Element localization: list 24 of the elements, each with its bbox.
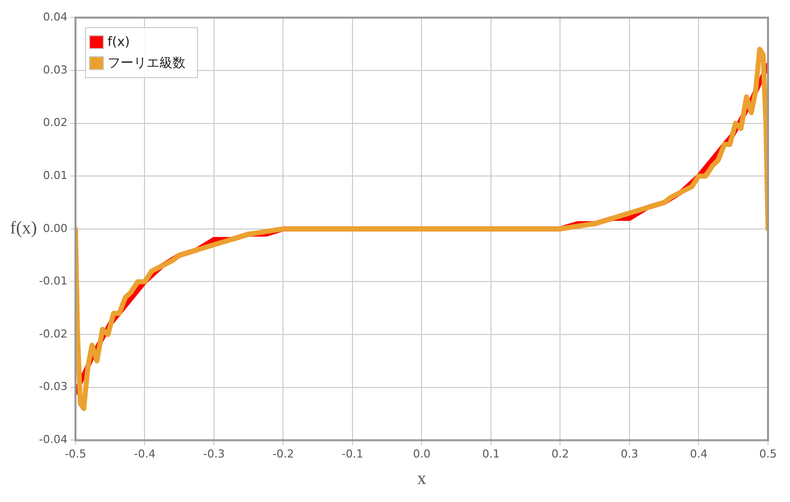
x-tick-label: 0.1 [482, 448, 500, 461]
x-tick-label: -0.2 [272, 448, 294, 461]
y-tick-label: -0.02 [38, 327, 68, 340]
x-tick-label: 0.0 [412, 448, 430, 461]
x-axis-title: x [417, 468, 426, 488]
y-tick-label: -0.04 [38, 433, 68, 446]
y-axis-title: f(x) [10, 218, 37, 238]
x-tick-label: -0.4 [134, 448, 156, 461]
x-tick-label: 0.2 [551, 448, 569, 461]
legend-label: f(x) [107, 34, 130, 50]
x-tick-label: 0.5 [759, 448, 777, 461]
y-tick-label: -0.03 [38, 380, 68, 394]
x-tick-label: -0.1 [342, 448, 364, 461]
y-tick-label: 0.03 [42, 63, 68, 76]
y-tick-label: 0.04 [42, 10, 68, 24]
x-tick-label: 0.4 [690, 448, 708, 461]
y-tick-label: -0.01 [38, 274, 68, 288]
y-tick-label: 0.00 [42, 222, 68, 235]
legend-label: フーリエ級数 [107, 56, 186, 71]
y-tick-label: 0.01 [42, 168, 68, 182]
x-tick-label: -0.5 [64, 448, 86, 461]
y-tick-label: 0.02 [42, 116, 68, 130]
x-tick-label: 0.3 [620, 448, 638, 461]
x-tick-label: -0.3 [203, 448, 225, 461]
